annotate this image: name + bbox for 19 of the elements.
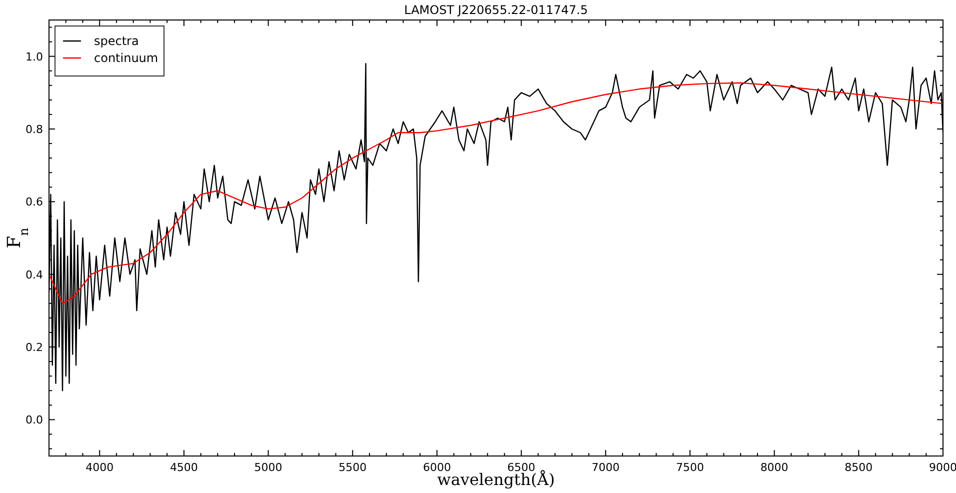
y-tick-label: 0.0 <box>26 414 43 427</box>
x-tick-label: 7000 <box>592 461 620 474</box>
x-tick-label: 5500 <box>338 461 367 474</box>
y-tick-label: 0.6 <box>26 196 43 209</box>
x-tick-label: 4500 <box>170 461 198 474</box>
x-tick-label: 5000 <box>254 461 282 474</box>
legend-label: spectra <box>94 34 139 48</box>
y-tick-label: 0.8 <box>26 123 43 136</box>
x-tick-label: 4000 <box>86 461 114 474</box>
x-tick-label: 7500 <box>676 461 704 474</box>
x-tick-label: 8500 <box>844 461 873 474</box>
y-tick-label: 0.4 <box>26 268 43 282</box>
chart-title: LAMOST J220655.22-011747.5 <box>404 3 588 17</box>
line-series <box>49 82 943 304</box>
y-tick-label: 1.0 <box>26 50 43 64</box>
y-tick-label: 0.2 <box>26 341 43 354</box>
x-tick-label: 8000 <box>760 461 788 474</box>
x-tick-label: 9000 <box>929 461 956 474</box>
legend-label: continuum <box>94 51 158 65</box>
